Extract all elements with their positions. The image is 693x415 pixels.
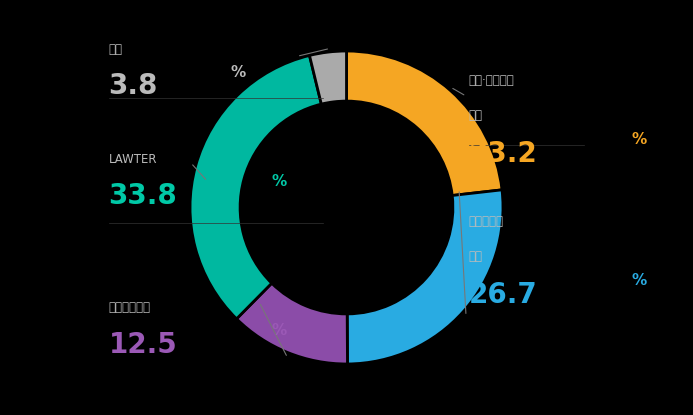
Text: LAWTER: LAWTER bbox=[109, 153, 157, 166]
Text: 其他: 其他 bbox=[109, 43, 123, 56]
Text: 电子材料业务: 电子材料业务 bbox=[109, 301, 150, 315]
Wedge shape bbox=[346, 51, 502, 195]
Text: %: % bbox=[631, 273, 647, 288]
Wedge shape bbox=[236, 283, 347, 364]
Text: 26.7: 26.7 bbox=[468, 281, 537, 309]
Text: %: % bbox=[272, 323, 287, 338]
Text: 业务: 业务 bbox=[468, 250, 482, 263]
Text: 33.8: 33.8 bbox=[109, 182, 177, 210]
Wedge shape bbox=[347, 190, 503, 364]
Text: 树脂·化工产品: 树脂·化工产品 bbox=[468, 74, 514, 88]
Wedge shape bbox=[310, 51, 346, 104]
Text: 23.2: 23.2 bbox=[468, 140, 537, 168]
Text: 3.8: 3.8 bbox=[109, 73, 158, 100]
Text: %: % bbox=[631, 132, 647, 147]
Text: 造纸用药品: 造纸用药品 bbox=[468, 215, 504, 228]
Text: %: % bbox=[231, 65, 246, 80]
Text: 业务: 业务 bbox=[468, 109, 482, 122]
Text: 12.5: 12.5 bbox=[109, 331, 177, 359]
Wedge shape bbox=[190, 56, 322, 319]
Text: %: % bbox=[272, 174, 287, 189]
